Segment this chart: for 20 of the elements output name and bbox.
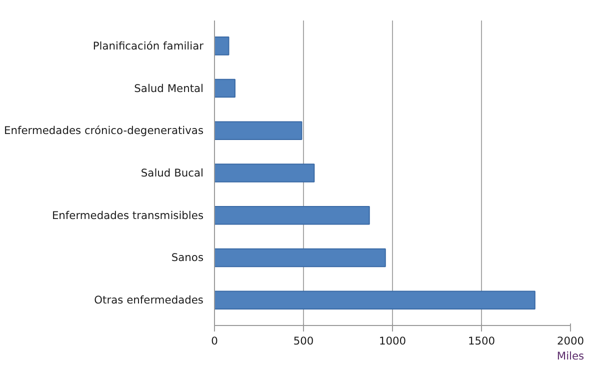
y-tick-label: Planificación familiar bbox=[92, 39, 204, 52]
bar bbox=[214, 78, 236, 98]
x-tick-label: 1500 bbox=[468, 334, 496, 348]
y-tick-label: Enfermedades transmisibles bbox=[52, 208, 204, 222]
bar bbox=[214, 121, 302, 140]
x-tick-label: 2000 bbox=[556, 334, 584, 348]
bar bbox=[214, 290, 536, 310]
y-tick-label: Sanos bbox=[171, 251, 204, 264]
y-tick-label: Enfermedades crónico-degenerativas bbox=[4, 124, 204, 138]
x-tick-label: 500 bbox=[293, 334, 314, 348]
bar bbox=[214, 36, 230, 56]
bar bbox=[214, 206, 370, 225]
x-axis-title: Miles bbox=[556, 350, 585, 362]
bar bbox=[214, 164, 315, 182]
y-tick-label: Salud Bucal bbox=[140, 166, 204, 180]
y-tick-label: Otras enfermedades bbox=[94, 294, 204, 307]
bar bbox=[214, 248, 386, 268]
x-tick-label: 0 bbox=[211, 334, 218, 348]
y-tick-label: Salud Mental bbox=[134, 82, 204, 95]
x-tick-label: 1000 bbox=[378, 334, 406, 348]
